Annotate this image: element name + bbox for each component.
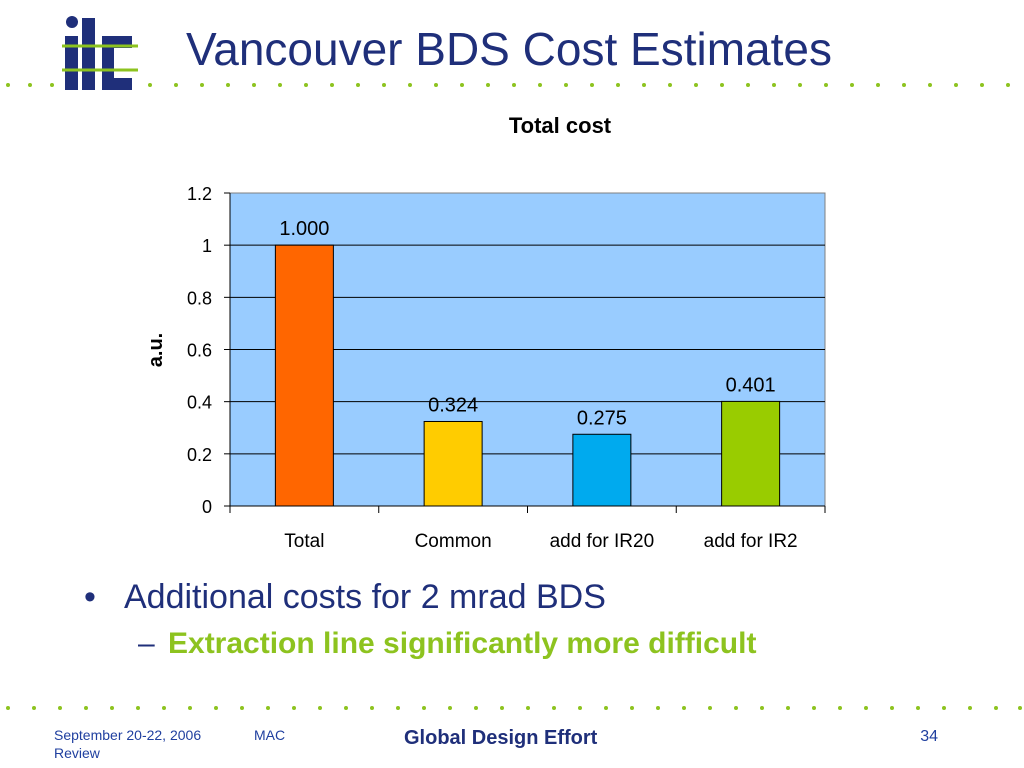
y-axis-ticks: 0 0.2 0.4 0.6 0.8 1 1.2 bbox=[187, 184, 231, 517]
page-number: 34 bbox=[920, 728, 938, 745]
y-tick-label: 0.8 bbox=[187, 288, 212, 308]
slide-title: Vancouver BDS Cost Estimates bbox=[186, 23, 832, 75]
bullet-sub-text: Extraction line significantly more diffi… bbox=[168, 627, 757, 660]
total-cost-chart: Total cost a.u. 0 0.2 0.4 0.6 0.8 1 1.2 1.000 0… bbox=[145, 113, 826, 552]
chart-title: Total cost bbox=[509, 113, 612, 138]
data-label: 1.000 bbox=[279, 218, 329, 240]
bullet-marker: • bbox=[84, 578, 96, 616]
bar bbox=[572, 433, 632, 507]
y-tick-label: 0.6 bbox=[187, 341, 212, 361]
footer-date: September 20-22, 2006 bbox=[54, 727, 202, 743]
y-tick-label: 0.2 bbox=[187, 445, 212, 465]
y-tick-label: 1.2 bbox=[187, 184, 212, 204]
x-tick-label: Total bbox=[284, 531, 324, 552]
bullet-main: • Additional costs for 2 mrad BDS bbox=[84, 578, 984, 617]
x-tick-label: Common bbox=[415, 531, 492, 552]
footer-date-event: September 20-22, 2006 MAC Review bbox=[54, 726, 314, 762]
y-axis-label: a.u. bbox=[145, 333, 167, 367]
bullet-list: • Additional costs for 2 mrad BDS – Extr… bbox=[84, 578, 984, 661]
footer-event: MAC Review bbox=[54, 727, 286, 761]
y-tick-label: 0 bbox=[202, 497, 212, 517]
bullet-main-text: Additional costs for 2 mrad BDS bbox=[124, 578, 606, 616]
dotted-divider-bottom bbox=[6, 706, 1022, 710]
data-label: 0.324 bbox=[428, 394, 478, 416]
bars: 1.000 0.324 0.275 0.401 bbox=[274, 218, 781, 507]
dotted-divider-top bbox=[6, 83, 1010, 87]
data-label: 0.401 bbox=[726, 374, 776, 396]
sub-bullet-marker: – bbox=[138, 627, 155, 660]
data-label: 0.275 bbox=[577, 407, 627, 429]
x-tick-label: add for IR2 bbox=[704, 531, 798, 552]
ilc-logo bbox=[62, 16, 138, 90]
bullet-sub: – Extraction line significantly more dif… bbox=[138, 627, 984, 661]
bar bbox=[721, 400, 781, 507]
y-tick-label: 0.4 bbox=[187, 393, 212, 413]
bar bbox=[423, 420, 483, 507]
x-axis-ticks: Total Common add for IR20 add for IR2 bbox=[229, 505, 826, 552]
x-tick-label: add for IR20 bbox=[550, 531, 655, 552]
footer-organization: Global Design Effort bbox=[404, 727, 598, 749]
y-tick-label: 1 bbox=[202, 236, 212, 256]
bar bbox=[274, 244, 334, 507]
